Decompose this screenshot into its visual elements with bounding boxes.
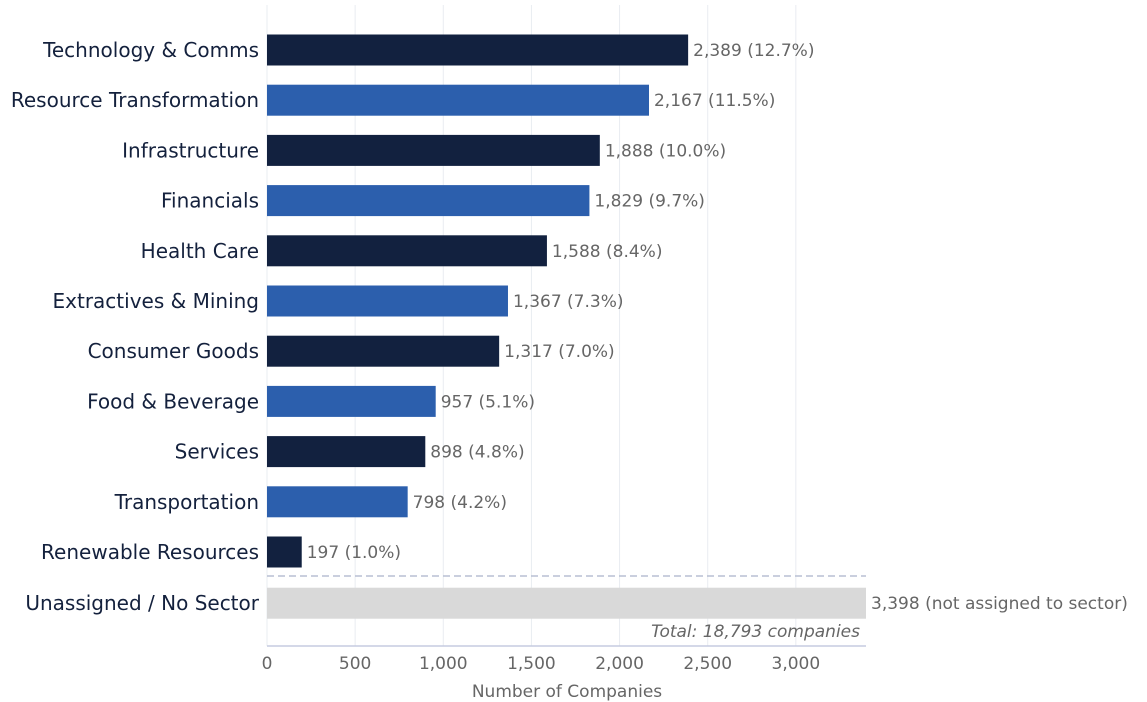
value-label: 1,888 (10.0%) (605, 141, 726, 161)
value-label: 1,317 (7.0%) (504, 342, 615, 362)
x-tick-label: 2,000 (595, 654, 644, 674)
x-axis: 0 500 1,000 1,500 2,000 2,500 3,000 (262, 645, 866, 674)
value-label: 1,829 (9.7%) (594, 192, 705, 212)
category-label: Infrastructure (122, 138, 259, 162)
category-label: Resource Transformation (11, 88, 259, 112)
category-label: Unassigned / No Sector (25, 591, 259, 615)
x-tick-label: 500 (339, 654, 371, 674)
bar (267, 185, 590, 217)
value-label: 1,588 (8.4%) (552, 242, 663, 262)
category-label: Consumer Goods (88, 339, 259, 363)
labels: Technology & Comms 2,389 (12.7%) Resource … (11, 38, 1128, 615)
category-label: Renewable Resources (41, 540, 259, 564)
bar (267, 536, 302, 568)
category-label: Extractives & Mining (53, 289, 259, 313)
bar (267, 134, 600, 166)
bar (267, 486, 408, 518)
category-label: Food & Beverage (87, 389, 259, 413)
category-label: Services (175, 440, 259, 464)
value-label: 2,167 (11.5%) (654, 91, 775, 111)
bars (267, 34, 866, 619)
x-axis-title: Number of Companies (472, 682, 662, 702)
bar (267, 335, 500, 367)
value-label: 3,398 (not assigned to sector) (871, 594, 1128, 614)
value-label: 1,367 (7.3%) (513, 292, 624, 312)
value-label: 798 (4.2%) (413, 493, 507, 513)
x-tick-label: 2,500 (683, 654, 732, 674)
bar (267, 235, 547, 267)
category-label: Transportation (114, 490, 259, 514)
category-label: Health Care (141, 239, 259, 263)
bar (267, 285, 508, 317)
x-tick-label: 1,500 (507, 654, 556, 674)
value-label: 898 (4.8%) (430, 443, 524, 463)
x-tick-label: 1,000 (419, 654, 468, 674)
bar (267, 34, 689, 66)
x-tick-label: 0 (262, 654, 273, 674)
bar (267, 385, 436, 417)
value-label: 2,389 (12.7%) (693, 41, 814, 61)
bar (267, 436, 426, 468)
value-label: 957 (5.1%) (441, 392, 535, 412)
x-tick-label: 3,000 (772, 654, 821, 674)
total-annotation: Total: 18,793 companies (651, 622, 860, 642)
category-label: Financials (161, 189, 259, 213)
value-label: 197 (1.0%) (307, 543, 401, 563)
bar (267, 84, 649, 116)
category-label: Technology & Comms (42, 38, 259, 62)
bar (267, 587, 866, 619)
